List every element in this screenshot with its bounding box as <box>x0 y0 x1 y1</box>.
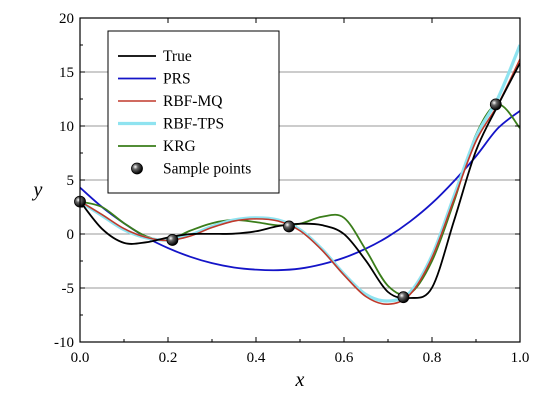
sample-points-layer <box>74 98 502 304</box>
sample-point <box>166 234 179 246</box>
x-tick-label: 0.4 <box>247 350 266 366</box>
x-tick-label: 0.6 <box>335 350 354 366</box>
series-layer <box>80 44 520 306</box>
legend-label: KRG <box>163 138 196 155</box>
sample-point <box>397 291 410 304</box>
tick-labels: -10 -5 0 5 10 15 20 0.0 0.2 0.4 0.6 0.8 1.0 <box>54 11 529 366</box>
legend-label: Sample points <box>163 161 251 178</box>
series-line-true <box>80 62 520 300</box>
y-tick-label: -10 <box>54 335 74 351</box>
legend-label: PRS <box>163 71 191 88</box>
sample-point <box>283 220 295 233</box>
x-tick-label: 1.0 <box>511 350 530 366</box>
legend: True PRS RBF-MQ RBF-TPS KRG Sample points <box>107 30 280 194</box>
legend-swatch-point <box>131 162 143 175</box>
y-tick-label: 10 <box>59 119 74 135</box>
y-tick-label: -5 <box>62 281 75 297</box>
x-tick-label: 0.8 <box>423 350 442 366</box>
x-tick-label: 0.0 <box>71 350 90 366</box>
y-tick-label: 15 <box>59 65 74 81</box>
x-axis-label: x <box>295 369 305 391</box>
axis-ticks <box>79 17 521 343</box>
legend-label: RBF-TPS <box>163 116 224 133</box>
y-axis-label: y <box>32 179 43 201</box>
y-tick-label: 20 <box>59 11 74 27</box>
sample-point <box>489 98 502 111</box>
series-line-rbf-mq <box>80 58 520 306</box>
legend-label: True <box>163 48 192 65</box>
x-tick-label: 0.2 <box>159 350 178 366</box>
y-tick-label: 0 <box>67 227 75 243</box>
y-tick-label: 5 <box>67 173 75 189</box>
legend-label: RBF-MQ <box>163 93 222 110</box>
